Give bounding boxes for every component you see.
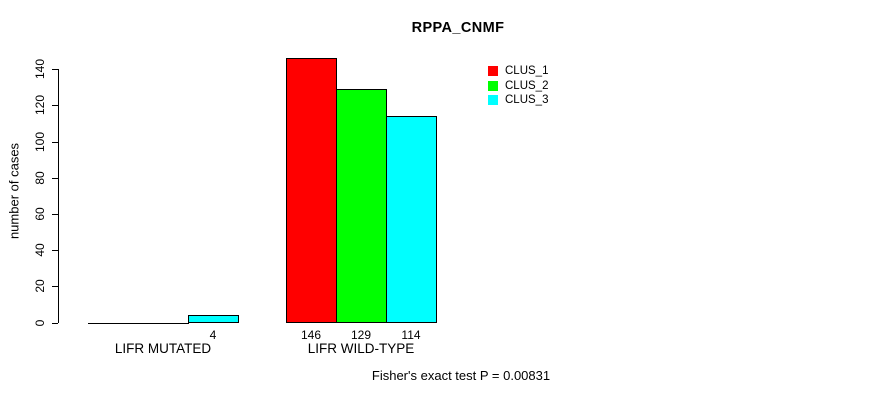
- y-axis-tick-label: 40: [33, 243, 47, 257]
- y-axis-tick: [52, 69, 58, 71]
- bar: [138, 323, 189, 324]
- bar: [386, 116, 437, 324]
- y-axis-tick: [52, 105, 58, 107]
- legend-label: CLUS_1: [505, 65, 549, 77]
- y-axis-tick-label: 100: [33, 131, 47, 152]
- y-axis-tick: [52, 322, 58, 324]
- bar-value-label: 129: [350, 327, 372, 342]
- y-axis-tick-label: 0: [33, 319, 47, 326]
- bar: [188, 315, 239, 324]
- y-axis-tick-label: 80: [33, 171, 47, 185]
- bar-value-label: 146: [300, 327, 322, 342]
- y-axis-tick: [52, 286, 58, 288]
- bar: [286, 58, 337, 324]
- annotation-text: Fisher's exact test P = 0.00831: [371, 368, 551, 383]
- bar-value-label: 4: [209, 327, 217, 342]
- x-group-label: LIFR MUTATED: [114, 341, 212, 356]
- y-axis-tick: [52, 177, 58, 179]
- legend-swatch: [488, 95, 498, 105]
- legend-swatch: [488, 66, 498, 76]
- y-axis-tick-label: 20: [33, 279, 47, 293]
- bar-value-label: 114: [401, 327, 421, 342]
- y-axis-tick: [52, 213, 58, 215]
- chart-title: RPPA_CNMF: [411, 20, 505, 36]
- y-axis-tick-label: 60: [33, 207, 47, 221]
- bar: [336, 89, 387, 324]
- y-axis-tick: [52, 141, 58, 143]
- y-axis-tick-label: 120: [33, 95, 47, 116]
- bar: [88, 323, 139, 324]
- y-axis-tick: [52, 250, 58, 252]
- x-group-label: LIFR WILD-TYPE: [307, 341, 415, 356]
- legend-swatch: [488, 80, 498, 91]
- legend-label: CLUS_3: [505, 94, 549, 106]
- y-axis-tick-label: 140: [33, 59, 47, 80]
- y-axis-line: [58, 69, 59, 324]
- legend-label: CLUS_2: [505, 79, 549, 92]
